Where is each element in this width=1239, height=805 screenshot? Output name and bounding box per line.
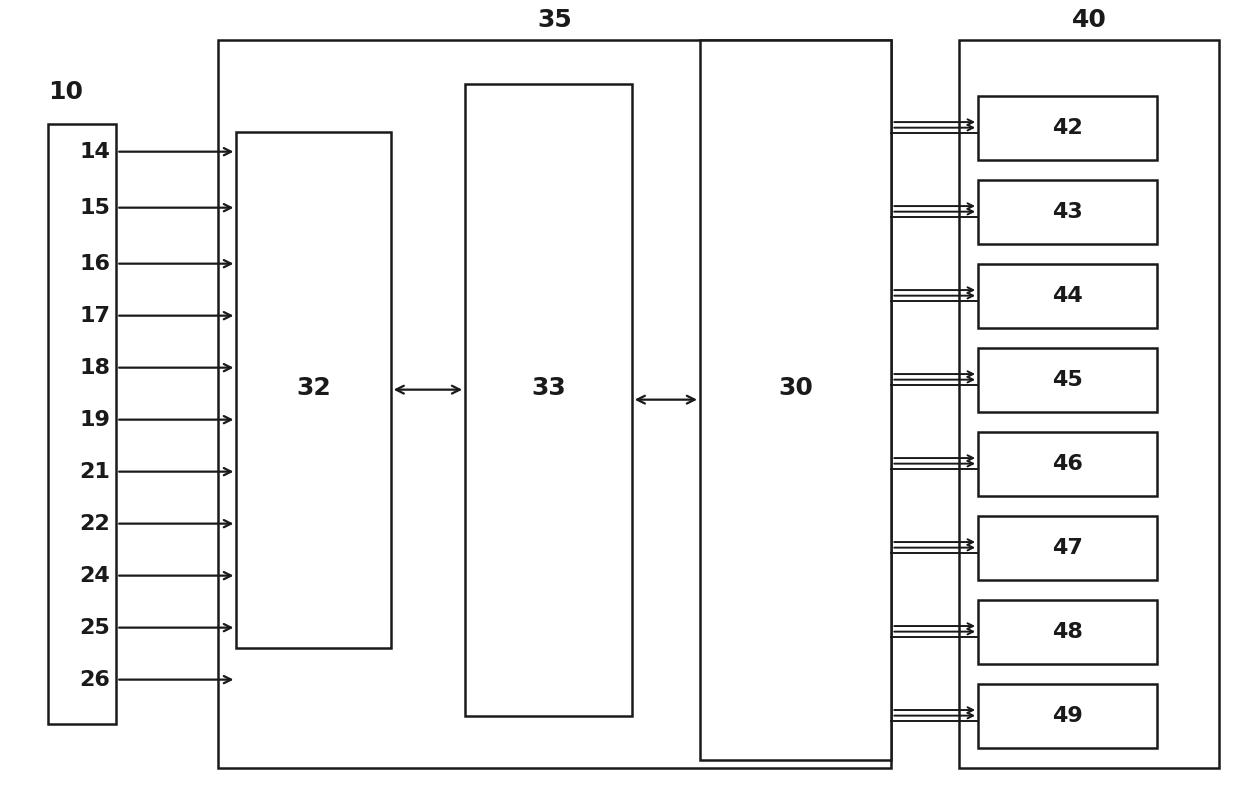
Text: 45: 45 (1052, 369, 1083, 390)
Text: 35: 35 (538, 8, 572, 31)
Text: 15: 15 (79, 198, 110, 217)
Bar (978, 431, 1157, 496)
Text: 10: 10 (48, 80, 83, 104)
Text: 17: 17 (79, 306, 110, 326)
Text: 49: 49 (1052, 706, 1083, 725)
Bar (978, 96, 1157, 159)
Text: 21: 21 (79, 461, 110, 481)
Text: 44: 44 (1052, 286, 1083, 306)
Text: 26: 26 (79, 670, 110, 690)
Text: 42: 42 (1052, 118, 1083, 138)
Bar (978, 516, 1157, 580)
Text: 48: 48 (1052, 621, 1083, 642)
Bar (959, 39, 1219, 768)
Bar (218, 39, 892, 768)
Bar (978, 180, 1157, 244)
Text: 24: 24 (79, 566, 110, 585)
Bar (465, 84, 632, 716)
Text: 32: 32 (297, 376, 332, 399)
Text: 33: 33 (532, 376, 566, 399)
Text: 47: 47 (1052, 538, 1083, 558)
Bar (978, 264, 1157, 328)
Text: 46: 46 (1052, 454, 1083, 473)
Text: 14: 14 (79, 142, 110, 162)
Bar (700, 39, 892, 760)
Bar (48, 124, 116, 724)
Text: 22: 22 (79, 514, 110, 534)
Text: 40: 40 (1072, 8, 1106, 31)
Bar (978, 683, 1157, 748)
Text: 30: 30 (779, 376, 814, 399)
Text: 43: 43 (1052, 202, 1083, 221)
Text: 18: 18 (79, 357, 110, 378)
Text: 25: 25 (79, 617, 110, 638)
Bar (978, 600, 1157, 663)
Bar (978, 348, 1157, 411)
Text: 19: 19 (79, 410, 110, 430)
Text: 16: 16 (79, 254, 110, 274)
Bar (237, 132, 390, 648)
